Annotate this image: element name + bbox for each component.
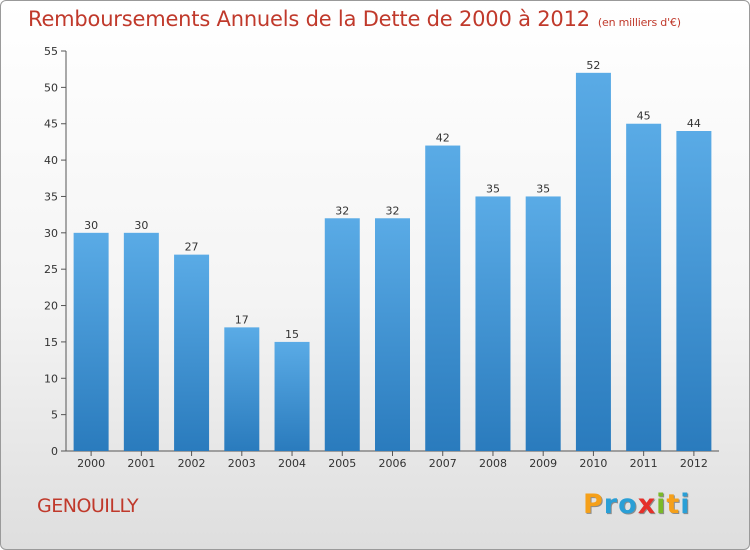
y-tick-label: 15 [44, 336, 58, 349]
bar [224, 327, 260, 451]
x-tick-label: 2001 [127, 457, 155, 470]
data-label: 35 [486, 182, 500, 195]
logo-letter: r [603, 489, 619, 520]
bar [174, 254, 210, 451]
x-tick-label: 2004 [278, 457, 306, 470]
logo-letter: o [618, 489, 638, 520]
logo-letter: i [656, 489, 667, 520]
data-label: 44 [687, 117, 701, 130]
bar [324, 218, 360, 451]
x-tick-label: 2006 [379, 457, 407, 470]
y-tick-label: 45 [44, 118, 58, 131]
x-tick-label: 2000 [77, 457, 105, 470]
data-label: 17 [235, 313, 249, 326]
bar [73, 232, 109, 451]
proxiti-logo: Proxiti [583, 489, 691, 520]
data-label: 30 [134, 219, 148, 232]
data-label: 32 [386, 204, 400, 217]
data-label: 27 [185, 241, 199, 254]
data-label: 32 [335, 204, 349, 217]
bar [475, 196, 511, 451]
y-tick-label: 5 [51, 409, 58, 422]
chart-unit: (en milliers d'€) [597, 16, 681, 29]
data-label: 35 [536, 182, 550, 195]
bar [575, 72, 611, 452]
data-label: 30 [84, 219, 98, 232]
y-tick-label: 10 [44, 372, 58, 385]
bar [425, 145, 461, 451]
data-label: 42 [436, 132, 450, 145]
bar [525, 196, 561, 451]
logo-letter: i [680, 489, 691, 520]
y-tick-label: 25 [44, 263, 58, 276]
y-tick-label: 35 [44, 190, 58, 203]
logo-letter: x [637, 489, 657, 520]
y-tick-label: 40 [44, 154, 58, 167]
data-label: 15 [285, 328, 299, 341]
logo-letter: P [583, 489, 604, 520]
place-name: GENOUILLY [37, 495, 139, 517]
x-tick-label: 2010 [579, 457, 607, 470]
x-tick-label: 2007 [429, 457, 457, 470]
x-tick-label: 2003 [228, 457, 256, 470]
data-label: 52 [586, 59, 600, 72]
y-tick-label: 0 [51, 445, 58, 458]
y-tick-label: 20 [44, 300, 58, 313]
bar [626, 123, 662, 452]
y-tick-label: 30 [44, 227, 58, 240]
x-tick-label: 2008 [479, 457, 507, 470]
x-tick-label: 2002 [178, 457, 206, 470]
y-tick-label: 55 [44, 45, 58, 58]
y-tick-label: 50 [44, 81, 58, 94]
logo-letter: t [666, 489, 681, 520]
chart-title-text: Remboursements Annuels de la Dette de 20… [28, 7, 590, 31]
bar [274, 341, 310, 451]
x-tick-label: 2009 [529, 457, 557, 470]
bar [375, 218, 410, 451]
x-tick-label: 2012 [680, 457, 708, 470]
chart-title: Remboursements Annuels de la Dette de 20… [28, 7, 681, 31]
x-tick-label: 2011 [630, 457, 658, 470]
data-label: 45 [637, 110, 651, 123]
bar [676, 131, 712, 451]
x-tick-label: 2005 [328, 457, 356, 470]
bar [123, 232, 159, 451]
